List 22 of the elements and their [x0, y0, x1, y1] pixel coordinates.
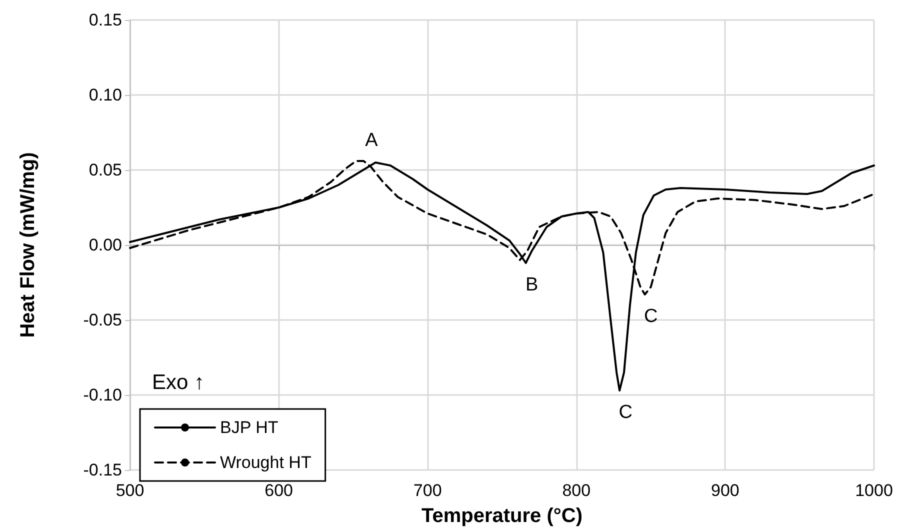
annotation: B: [525, 274, 538, 296]
y-tick-label: -0.15: [83, 460, 122, 480]
y-tick-label: 0.00: [88, 236, 122, 254]
x-tick-label: 700: [413, 481, 442, 500]
annotation: A: [365, 130, 378, 151]
y-tick-label: 0.15: [88, 10, 122, 30]
annotation: C: [618, 402, 632, 423]
x-tick-label: 800: [562, 481, 591, 500]
y-tick-label: -0.05: [83, 310, 122, 330]
x-tick-label: 1000: [855, 481, 893, 500]
y-axis-title: Heat Flow (mW/mg): [17, 152, 39, 338]
y-tick-label: -0.10: [83, 386, 122, 404]
x-tick-label: 900: [711, 481, 740, 500]
y-tick-label: 0.05: [88, 160, 122, 180]
annotation: C: [644, 306, 658, 327]
y-tick-label: 0.10: [88, 86, 122, 104]
x-axis-title: Temperature (°C): [422, 505, 582, 527]
annotation: Exo ↑: [152, 371, 205, 394]
legend-label: Wrought HT: [220, 453, 312, 472]
legend-label: BJP HT: [220, 418, 278, 437]
x-tick-label: 500: [116, 481, 144, 500]
x-tick-label: 600: [264, 481, 293, 500]
